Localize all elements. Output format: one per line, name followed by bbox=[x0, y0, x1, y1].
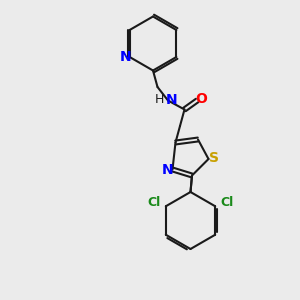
Text: N: N bbox=[166, 93, 177, 106]
Text: S: S bbox=[209, 152, 219, 165]
Text: Cl: Cl bbox=[148, 196, 161, 209]
Text: H: H bbox=[155, 93, 164, 106]
Text: N: N bbox=[120, 50, 131, 64]
Text: N: N bbox=[162, 163, 174, 177]
Text: O: O bbox=[195, 92, 207, 106]
Text: Cl: Cl bbox=[220, 196, 233, 209]
